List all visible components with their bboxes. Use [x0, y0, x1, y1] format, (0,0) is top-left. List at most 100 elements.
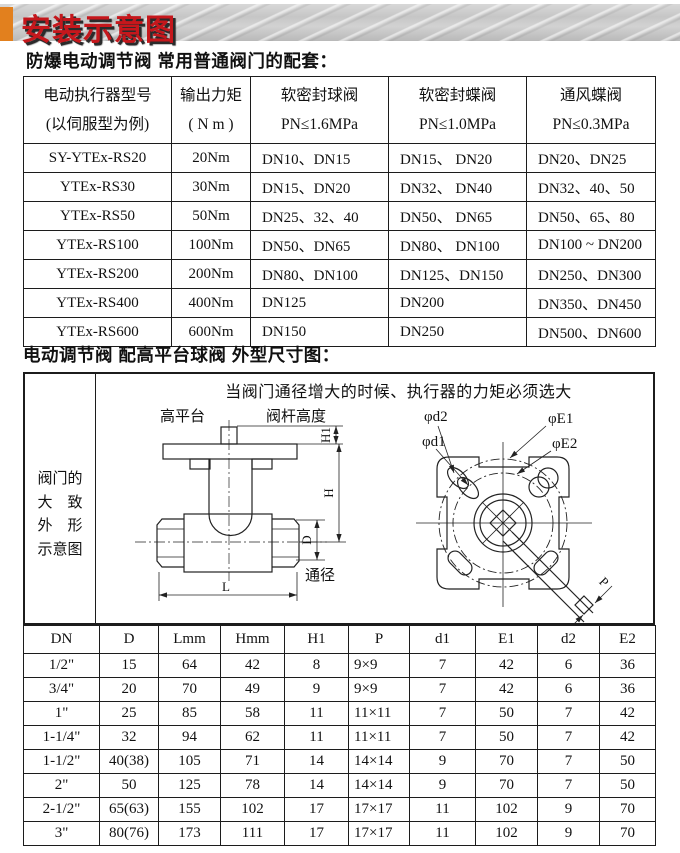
- table-cell: YTEx-RS400: [23, 288, 172, 318]
- banner-accent-block: [0, 7, 13, 41]
- table-row: 1-1/4" 32 94 62 11 11×11 7 50 7 42: [23, 725, 656, 750]
- table-cell: 11×11: [348, 701, 410, 726]
- table-cell: 42: [599, 725, 656, 750]
- table-cell: 11×11: [348, 725, 410, 750]
- label-high-platform: 高平台: [160, 408, 205, 425]
- dim-label-h1: H1: [318, 427, 333, 443]
- side-caption-line: 阀门的: [37, 471, 83, 487]
- table-cell: 102: [475, 797, 538, 822]
- table-cell: 94: [158, 725, 221, 750]
- table-cell: 11: [409, 821, 476, 846]
- table-cell: DN350、DN450: [526, 288, 656, 318]
- table-cell: DN80、 DN100: [388, 230, 527, 260]
- table-cell: 50Nm: [171, 201, 251, 231]
- diagram-side-caption: 阀门的 大 致 外 形 示意图: [25, 374, 96, 623]
- table-cell: 7: [537, 749, 600, 774]
- table-cell: SY-YTEx-RS20: [23, 143, 172, 173]
- table-cell: 200Nm: [171, 259, 251, 289]
- table-cell: 14: [284, 773, 349, 798]
- page-title: 安装示意图: [21, 14, 176, 47]
- table-cell: YTEx-RS30: [23, 172, 172, 202]
- label-bore: 通径: [305, 567, 335, 584]
- table-cell: 3": [23, 821, 100, 846]
- table-cell: 17×17: [348, 821, 410, 846]
- dim-label-phi-e2: φE2: [552, 436, 577, 452]
- table-row: YTEx-RS200 200Nm DN80、DN100 DN125、DN150 DN25…: [23, 259, 656, 289]
- table-cell: 25: [99, 701, 159, 726]
- table-cell: DN10、DN15: [250, 143, 389, 173]
- table-cell: 3/4": [23, 677, 100, 702]
- table-cell: 70: [599, 797, 656, 822]
- table-cell: 9: [409, 749, 476, 774]
- table-cell: 32: [99, 725, 159, 750]
- col-header-d: D: [99, 625, 159, 654]
- table-cell: 65(63): [99, 797, 159, 822]
- col-header-line: PN≤0.3MPa: [552, 116, 630, 133]
- table-cell: 9: [284, 677, 349, 702]
- dim-label-h: H: [321, 488, 336, 497]
- table-cell: DN80、DN100: [250, 259, 389, 289]
- table-cell: 9×9: [348, 653, 410, 678]
- table-row: 1/2" 15 64 42 8 9×9 7 42 6 36: [23, 653, 656, 678]
- table-row: 1" 25 85 58 11 11×11 7 50 7 42: [23, 701, 656, 726]
- col-header-line: 通风蝶阀: [559, 87, 622, 104]
- table-cell: 85: [158, 701, 221, 726]
- table-cell: YTEx-RS100: [23, 230, 172, 260]
- col-header-dn: DN: [23, 625, 100, 654]
- table-cell: 1-1/2": [23, 749, 100, 774]
- table-cell: DN200: [388, 288, 527, 318]
- table-row: YTEx-RS30 30Nm DN15、DN20 DN32、 DN40 DN32、40、…: [23, 172, 656, 202]
- table-cell: DN32、40、50: [526, 172, 656, 202]
- dim-label-d: D: [299, 535, 314, 544]
- table-row: 3" 80(76) 173 111 17 17×17 11 102 9 70: [23, 821, 656, 846]
- table-row: YTEx-RS600 600Nm DN150 DN250 DN500、DN600: [23, 317, 656, 347]
- top-view: φd2 φd1 φE1 φE2 P: [416, 409, 613, 623]
- matching-table: 电动执行器型号 (以伺服型为例) 输出力矩 ( N m ) 软密封球阀 PN≤1…: [23, 76, 656, 347]
- table-cell: DN100 ~ DN200: [526, 230, 656, 260]
- col-header-lmm: Lmm: [158, 625, 221, 654]
- table-cell: 600Nm: [171, 317, 251, 347]
- col-header-d2: d2: [537, 625, 600, 654]
- dim-label-phi-d2: φd2: [424, 409, 448, 425]
- table-cell: 17: [284, 821, 349, 846]
- table-cell: 42: [475, 653, 538, 678]
- col-header-soft-seal-butterfly-valve: 软密封蝶阀 PN≤1.0MPa: [388, 76, 527, 144]
- table-cell: DN15、 DN20: [388, 143, 527, 173]
- table-cell: 2": [23, 773, 100, 798]
- col-header-d1: d1: [409, 625, 476, 654]
- table-cell: 17: [284, 797, 349, 822]
- table-cell: DN25、32、40: [250, 201, 389, 231]
- table-cell: 105: [158, 749, 221, 774]
- table-row: 3/4" 20 70 49 9 9×9 7 42 6 36: [23, 677, 656, 702]
- table-cell: 8: [284, 653, 349, 678]
- col-header-line: (以伺服型为例): [45, 116, 150, 133]
- table-row: YTEx-RS50 50Nm DN25、32、40 DN50、 DN65 DN50、65…: [23, 201, 656, 231]
- table-cell: 2-1/2": [23, 797, 100, 822]
- col-header-line: PN≤1.6MPa: [281, 116, 358, 133]
- table-cell: 80(76): [99, 821, 159, 846]
- table-cell: 7: [409, 725, 476, 750]
- table-cell: 100Nm: [171, 230, 251, 260]
- table-cell: 70: [475, 773, 538, 798]
- table-cell: 78: [220, 773, 285, 798]
- col-header-e2: E2: [599, 625, 656, 654]
- table-cell: 9: [537, 821, 600, 846]
- table-cell: 9: [409, 773, 476, 798]
- table-cell: 7: [409, 701, 476, 726]
- col-header-line: 软密封蝶阀: [418, 87, 497, 104]
- table-cell: 50: [475, 701, 538, 726]
- section-title-matching: 防爆电动调节阀 常用普通阀门的配套：: [26, 51, 338, 71]
- col-header-line: 输出力矩: [179, 87, 242, 104]
- table-cell: DN15、DN20: [250, 172, 389, 202]
- table-cell: 36: [599, 677, 656, 702]
- col-header-hmm: Hmm: [220, 625, 285, 654]
- dim-label-phi-e1: φE1: [548, 411, 573, 427]
- table-cell: YTEx-RS600: [23, 317, 172, 347]
- col-header-output-torque: 输出力矩 ( N m ): [171, 76, 251, 144]
- table-cell: 14×14: [348, 749, 410, 774]
- table-cell: DN20、DN25: [526, 143, 656, 173]
- table-cell: 40(38): [99, 749, 159, 774]
- table-cell: 14: [284, 749, 349, 774]
- diagram-note: 当阀门通径增大的时候、执行器的力矩必须选大: [225, 384, 572, 401]
